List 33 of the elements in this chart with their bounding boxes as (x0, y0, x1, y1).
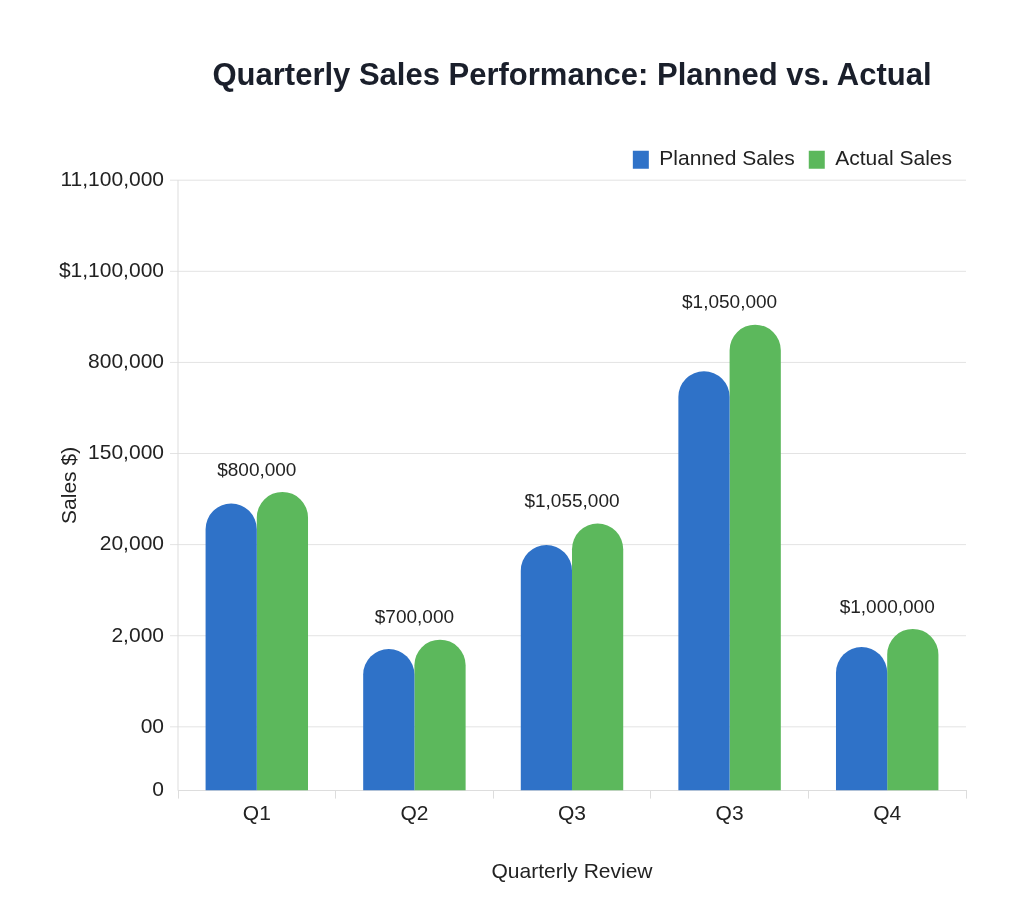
bar (729, 324, 781, 791)
bar (572, 523, 624, 791)
text: 0 (152, 777, 164, 801)
legend-label: Actual Sales (835, 146, 952, 170)
text: 2,000 (111, 622, 164, 646)
bar (887, 628, 939, 791)
annotation: $700,000 (374, 606, 455, 628)
text: 20,000 (99, 531, 164, 555)
legend-label: Planned Sales (659, 146, 795, 170)
annotation: $800,000 (217, 458, 297, 480)
bar (835, 647, 888, 791)
chart-title: Quarterly Sales Performance: Planned vs. Actual (212, 57, 932, 93)
text: $1,050,000 (682, 291, 778, 313)
x-tick-label: Q4 (873, 801, 902, 824)
text: 00 (140, 713, 164, 737)
x-tick-label: Q1 (242, 801, 271, 824)
annotation: $1,055,000 (524, 490, 620, 512)
x-axis-title: Quarterly Review (491, 859, 654, 883)
x-tick-label: Q2 (400, 801, 429, 824)
text: 11,100,000 (60, 167, 164, 190)
y-axis-title: Sales $) (56, 446, 80, 524)
x-tick-label: Q3 (715, 801, 744, 824)
x-tick-label: Q3 (557, 801, 587, 824)
text: 800,000 (88, 349, 164, 373)
bar (256, 491, 309, 791)
text: $1,100,000 (58, 258, 164, 282)
bar (520, 545, 572, 791)
text: 150,000 (88, 440, 164, 464)
bar (414, 639, 466, 791)
bar (205, 503, 257, 791)
bar (678, 371, 730, 791)
annotation: $1,000,000 (839, 595, 935, 617)
bar (363, 648, 415, 791)
